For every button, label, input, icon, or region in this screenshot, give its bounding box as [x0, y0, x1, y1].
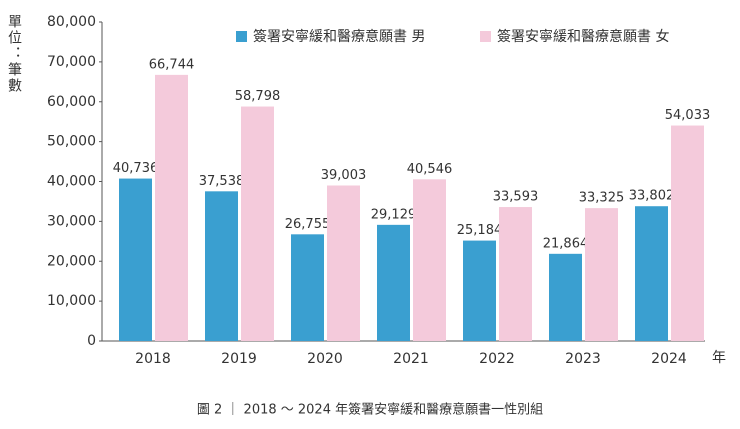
y-tick-label: 50,000 — [47, 134, 96, 150]
y-tick-label: 80,000 — [47, 14, 96, 30]
bar — [549, 253, 582, 341]
legend-label: 簽署安寧緩和醫療意願書 男 — [253, 28, 425, 45]
x-tick-label: 2024 — [651, 351, 687, 367]
x-axis-label: 年 — [712, 350, 726, 366]
value-label: 29,129 — [371, 207, 417, 222]
y-tick-label: 0 — [87, 333, 96, 349]
bar — [499, 207, 532, 341]
y-tick-label: 60,000 — [47, 94, 96, 110]
bar — [241, 106, 274, 342]
x-tick-label: 2022 — [479, 351, 515, 367]
bar — [585, 208, 618, 341]
x-tick-label: 2023 — [565, 351, 601, 367]
y-axis-label: 單位：筆數 — [6, 14, 22, 94]
bar — [205, 191, 238, 341]
bar — [155, 74, 188, 341]
y-tick-label: 70,000 — [47, 54, 96, 70]
value-label: 39,003 — [321, 168, 367, 183]
legend-swatch — [480, 31, 491, 42]
legend-swatch — [236, 31, 247, 42]
bar — [291, 234, 324, 341]
value-label: 37,538 — [199, 174, 245, 189]
value-label: 25,184 — [457, 223, 503, 238]
y-tick-label: 10,000 — [47, 293, 96, 309]
bar — [119, 178, 152, 341]
legend-label: 簽署安寧緩和醫療意願書 女 — [497, 28, 669, 45]
value-label: 40,736 — [113, 161, 159, 176]
value-label: 33,593 — [493, 190, 539, 205]
x-tick-label: 2021 — [393, 351, 429, 367]
x-tick-label: 2019 — [221, 351, 257, 367]
bar — [377, 224, 410, 341]
value-label: 26,755 — [285, 217, 331, 232]
value-label: 66,744 — [149, 57, 195, 72]
y-tick-label: 40,000 — [47, 174, 96, 190]
bar — [413, 179, 446, 341]
value-label: 54,033 — [665, 108, 711, 123]
value-label: 21,864 — [543, 236, 589, 251]
x-tick-label: 2020 — [307, 351, 343, 367]
y-tick-label: 30,000 — [47, 213, 96, 229]
bar — [671, 125, 704, 341]
bar — [327, 185, 360, 341]
value-label: 33,325 — [579, 191, 625, 206]
bar — [463, 240, 496, 341]
caption: 圖 2 ｜ 2018 ～ 2024 年簽署安寧緩和醫療意願書一性別組 — [197, 402, 543, 418]
bar — [635, 206, 668, 341]
y-tick-label: 20,000 — [47, 253, 96, 269]
value-label: 58,798 — [235, 89, 281, 104]
value-label: 40,546 — [407, 162, 453, 177]
x-tick-label: 2018 — [135, 351, 171, 367]
value-label: 33,802 — [629, 189, 675, 204]
